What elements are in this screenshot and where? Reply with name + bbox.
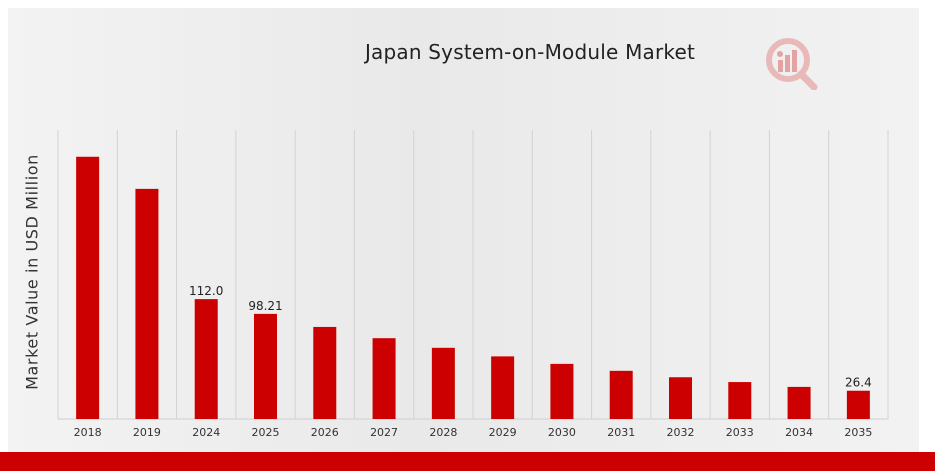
data-label-2025: 98.21 <box>248 299 282 313</box>
bar-2032 <box>669 377 692 419</box>
bar-2035 <box>846 390 870 419</box>
x-tick-label-2018: 2018 <box>74 426 102 439</box>
x-tick-label-2030: 2030 <box>548 426 576 439</box>
bar-2026 <box>313 326 337 419</box>
x-tick-label-2033: 2033 <box>726 426 754 439</box>
x-tick-label-2034: 2034 <box>785 426 813 439</box>
grid-lines <box>57 130 889 419</box>
chart-panel <box>8 8 919 453</box>
bar-2029 <box>491 356 515 419</box>
bar-2033 <box>728 382 752 419</box>
data-label-2035: 26.4 <box>845 376 872 390</box>
x-tick-label-2032: 2032 <box>667 426 695 439</box>
bar-2025 <box>254 313 277 419</box>
bar-2027 <box>372 338 396 419</box>
x-tick-label-2019: 2019 <box>133 426 161 439</box>
bars <box>76 156 870 419</box>
x-tick-label-2029: 2029 <box>489 426 517 439</box>
footer-accent-bar <box>0 452 935 471</box>
bar-2031 <box>609 370 633 419</box>
x-tick-label-2035: 2035 <box>844 426 872 439</box>
x-tick-label-2028: 2028 <box>429 426 457 439</box>
chart-title: Japan System-on-Module Market <box>364 40 696 64</box>
bar-2018 <box>76 156 100 419</box>
x-tick-label-2031: 2031 <box>607 426 635 439</box>
x-tick-label-2027: 2027 <box>370 426 398 439</box>
x-tick-label-2024: 2024 <box>192 426 220 439</box>
bar-2030 <box>550 363 574 419</box>
bar-2019 <box>135 188 159 419</box>
x-tick-label-2025: 2025 <box>252 426 280 439</box>
x-tick-labels: 2018 2019 2024 2025 2026 2027 2028 2029 2030 2031… <box>74 426 873 439</box>
data-label-2024: 112.0 <box>189 284 223 298</box>
bar-2034 <box>787 386 811 419</box>
data-labels: 112.0 98.21 26.4 <box>189 284 872 390</box>
bar-2028 <box>431 347 455 419</box>
x-tick-label-2026: 2026 <box>311 426 339 439</box>
market-research-logo-icon <box>766 38 818 90</box>
bar-2024 <box>194 299 218 419</box>
